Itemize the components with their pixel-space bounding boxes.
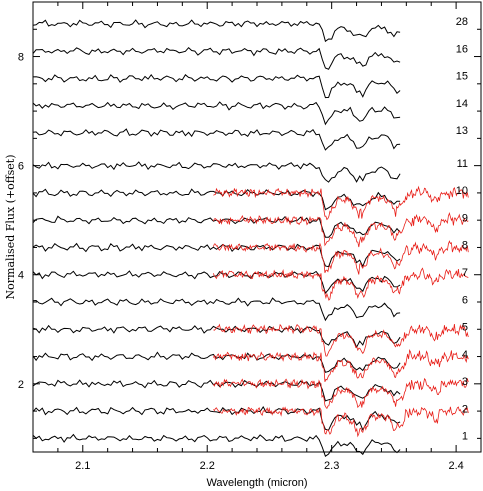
y-axis-label: Normalised Flux (+offset)	[4, 155, 17, 300]
spectrum-label: 3	[462, 376, 468, 388]
model-spectrum-1	[32, 433, 401, 457]
x-tick-label: 2.4	[448, 460, 463, 472]
spectrum-label: 13	[456, 125, 468, 137]
x-tick-labels: 2.1 2.2 2.3 2.4	[75, 460, 464, 472]
spectrum-label: 16	[456, 43, 468, 55]
model-spectrum-15	[32, 73, 401, 99]
spectrum-label: 14	[456, 98, 468, 110]
observed-spectrum-5	[213, 323, 469, 357]
spectrum-labels: 28 16 15 14 13 11 10 9 8 7 6 5 4 3 2 1	[456, 16, 468, 443]
observed-spectrum-3	[213, 377, 469, 410]
model-spectrum-28	[32, 19, 401, 43]
spectrum-label: 11	[457, 158, 468, 170]
x-tick-label: 2.2	[200, 460, 215, 472]
y-tick-label: 8	[18, 52, 24, 64]
observed-spectrum-9	[213, 212, 469, 248]
spectrum-label: 5	[462, 322, 468, 334]
spectrum-label: 15	[456, 71, 468, 83]
plot-frame	[32, 1, 482, 453]
model-spectrum-7	[32, 270, 401, 295]
y-tick-label: 4	[18, 270, 24, 282]
spectrum-label: 2	[462, 403, 468, 415]
model-spectrum-14	[32, 101, 401, 126]
spectrum-label: 28	[456, 16, 468, 28]
x-axis-label: Wavelength (micron)	[206, 477, 307, 489]
observed-spectrum-10	[213, 185, 469, 221]
y-tick-label: 2	[18, 379, 24, 391]
model-spectrum-5	[32, 324, 401, 349]
observed-spectrum-8	[213, 240, 469, 275]
spectrum-label: 7	[462, 267, 468, 279]
model-spectrum-16	[32, 46, 401, 70]
model-spectrum-10	[32, 188, 401, 211]
spectra-series	[32, 19, 469, 457]
observed-spectrum-4	[213, 348, 469, 382]
spectrum-label: 1	[462, 431, 468, 443]
observed-spectrum-7	[213, 267, 469, 301]
model-spectrum-11	[32, 161, 401, 183]
spectrum-label: 4	[462, 349, 468, 361]
model-spectrum-6	[32, 297, 401, 322]
model-spectrum-8	[32, 242, 401, 268]
spectrum-label: 6	[462, 294, 468, 306]
spectrum-label: 9	[462, 212, 468, 224]
spectrum-label: 10	[456, 185, 468, 197]
tick-marks	[32, 1, 482, 452]
observed-spectrum-2	[213, 406, 469, 438]
model-spectrum-13	[32, 128, 401, 151]
y-tick-labels: 2 4 6 8	[18, 52, 24, 391]
spectrum-label: 8	[462, 240, 468, 252]
x-tick-label: 2.1	[75, 460, 90, 472]
x-tick-label: 2.3	[324, 460, 339, 472]
y-tick-label: 6	[18, 161, 24, 173]
model-spectrum-2	[32, 406, 401, 432]
model-spectrum-4	[32, 351, 401, 373]
